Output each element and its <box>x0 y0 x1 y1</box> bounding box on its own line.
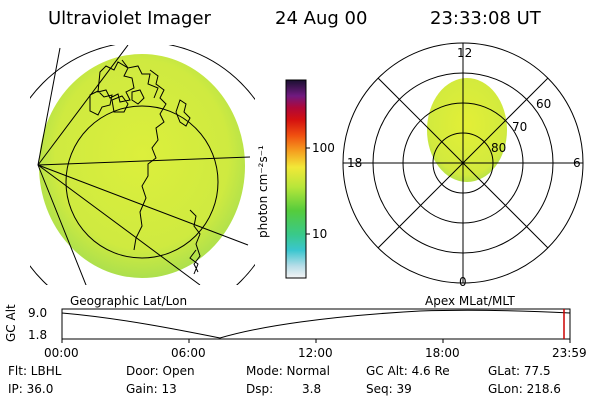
app-title: Ultraviolet Imager <box>48 8 211 29</box>
polar-label-6: 6 <box>573 156 581 170</box>
altitude-curve <box>61 309 571 339</box>
altitude-timeline <box>61 308 571 343</box>
polar-label-12: 12 <box>457 46 473 60</box>
timeline-tick-label: 23:59 <box>552 346 587 360</box>
timeline-y-top: 9.0 <box>28 306 48 320</box>
colorbar-unit-label: photon cm⁻²s⁻¹ <box>256 145 270 238</box>
timeline-axis-label: GC Alt <box>4 304 18 342</box>
meridian-line <box>37 164 249 246</box>
timeline-y-bottom: 1.8 <box>28 328 48 342</box>
dsp-label: Dsp: <box>246 382 274 396</box>
meridian-line <box>37 47 61 166</box>
graticule-circle <box>65 105 219 259</box>
geographic-image-panel <box>30 45 255 285</box>
left-panel-caption: Geographic Lat/Lon <box>70 294 188 308</box>
polar-ring-label-70: 70 <box>512 120 528 134</box>
meridian-line <box>37 164 87 285</box>
polar-label-18: 18 <box>347 156 363 170</box>
timeline-frame <box>61 308 571 340</box>
right-panel-caption: Apex MLat/MLT <box>425 294 515 308</box>
filter-info: Flt: LBHL <box>8 364 62 378</box>
polar-axis <box>377 77 549 249</box>
polar-label-0: 0 <box>459 275 467 289</box>
polar-ring-label-80: 80 <box>491 141 507 155</box>
meridian-line <box>37 45 129 166</box>
gain-info: Gain: 13 <box>126 382 177 396</box>
time-label: 23:33:08 UT <box>430 8 541 29</box>
seq-info: Seq: 39 <box>366 382 412 396</box>
gc-alt-info: GC Alt: 4.6 Re <box>366 364 450 378</box>
polar-plot <box>342 42 584 284</box>
colorbar-label-10: 10 <box>312 227 328 241</box>
date-label: 24 Aug 00 <box>275 8 368 29</box>
glat-info: GLat: 77.5 <box>488 364 551 378</box>
glon-info: GLon: 218.6 <box>488 382 561 396</box>
mode-info: Mode: Normal <box>246 364 330 378</box>
auroral-oval <box>427 78 507 182</box>
meridian-line <box>37 164 201 285</box>
timeline-tick-label: 06:00 <box>171 346 206 360</box>
timeline-tick-label: 18:00 <box>425 346 460 360</box>
colorbar-label-100: 100 <box>312 141 335 155</box>
meridian-line <box>37 156 251 166</box>
colorbar <box>285 79 307 279</box>
timeline-tick-label: 12:00 <box>298 346 333 360</box>
ip-info: IP: 36.0 <box>8 382 54 396</box>
timeline-tick-label: 00:00 <box>44 346 79 360</box>
door-info: Door: Open <box>126 364 195 378</box>
polar-ring-label-60: 60 <box>536 97 552 111</box>
dsp-value: 3.8 <box>302 382 322 396</box>
